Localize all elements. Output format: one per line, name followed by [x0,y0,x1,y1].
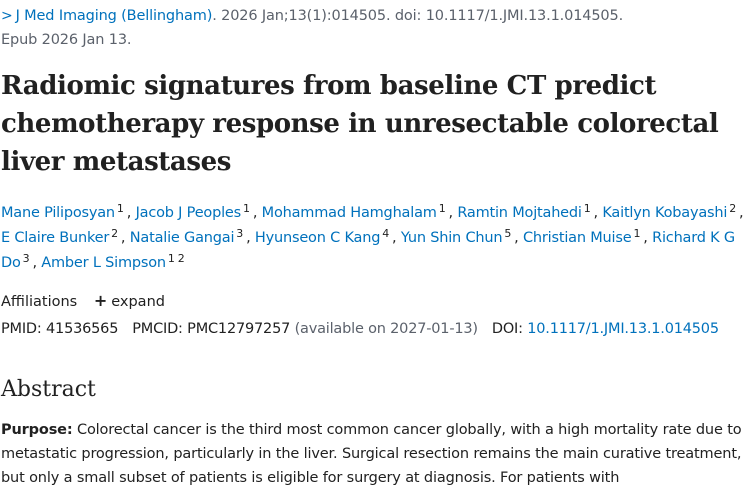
affiliation-ref[interactable]: 1 [167,252,175,265]
author-link[interactable]: Hyunseon C Kang [254,230,381,246]
author-link[interactable]: Christian Muise [522,230,632,246]
affiliation-ref[interactable]: 1 [438,202,446,215]
affiliations-label: Affiliations [1,294,78,310]
author-affiliation-refs: 4 [382,227,392,240]
purpose-text: Colorectal cancer is the third most comm… [1,422,742,486]
affiliation-ref[interactable]: 3 [236,227,244,240]
affiliation-ref[interactable]: 2 [177,252,185,265]
affiliations-row: Affiliations + expand [1,290,165,313]
affiliation-ref[interactable]: 2 [729,202,737,215]
author-item: E Claire Bunker 2, [1,227,130,246]
article-title: Radiomic signatures from baseline CT pre… [1,71,719,177]
plus-icon: + [93,291,108,310]
author-item: Richard K G Do 3, [1,230,735,271]
pmc-availability: (available on 2027-01-13) [294,321,479,337]
author-affiliation-refs: 1 [243,202,253,215]
author-affiliation-refs: 2 [111,227,121,240]
author-affiliation-refs: 3 [236,227,246,240]
abstract-paragraph: Purpose: Colorectal cancer is the third … [1,418,746,490]
author-affiliation-refs: 3 [23,252,33,265]
author-link[interactable]: Yun Shin Chun [400,230,503,246]
affiliation-ref[interactable]: 1 [633,227,641,240]
abstract-heading: Abstract [1,377,96,402]
chevron-right-icon[interactable]: > [1,8,13,24]
doi-label: DOI: [491,321,523,337]
author-item: Mohammad Hamghalam 1, [261,202,458,221]
author-link[interactable]: Mohammad Hamghalam [261,205,437,221]
author-affiliation-refs: 1 [633,227,643,240]
affiliation-ref[interactable]: 4 [382,227,390,240]
author-item: Christian Muise 1, [522,227,653,246]
author-link[interactable]: Mane Piliposyan [1,205,115,221]
author-item: Jacob J Peoples 1, [135,202,262,221]
author-affiliation-refs: 1 [584,202,594,215]
citation-details: . 2026 Jan;13(1):014505. doi: 10.1117/1.… [212,8,624,24]
epub-date: Epub 2026 Jan 13. [1,32,132,48]
author-link[interactable]: Ramtin Mojtahedi [457,205,582,221]
journal-link[interactable]: J Med Imaging (Bellingham) [15,8,213,24]
author-affiliation-refs: 2 [729,202,739,215]
purpose-label: Purpose: [1,422,73,438]
author-link[interactable]: Amber L Simpson [41,255,166,271]
author-item: Yun Shin Chun 5, [400,227,523,246]
author-link[interactable]: Kaitlyn Kobayashi [602,205,728,221]
affiliation-ref[interactable]: 2 [111,227,118,240]
affiliation-ref[interactable]: 1 [116,202,124,215]
author-list: Mane Piliposyan 1, Jacob J Peoples 1, Moha… [1,201,746,276]
author-item: Mane Piliposyan 1, [1,202,136,221]
affiliation-ref[interactable]: 3 [22,252,30,265]
author-affiliation-refs: 5 [504,227,514,240]
author-item: Natalie Gangai 3, [129,227,255,246]
author-link[interactable]: E Claire Bunker [1,230,110,246]
identifiers-row: PMID: 41536565 PMCID: PMC12797257 (availa… [1,318,719,340]
author-affiliation-refs: 1 [439,202,449,215]
affiliation-ref[interactable]: 1 [243,202,250,215]
pmid-label: PMID: [1,321,42,337]
pmcid-value: PMC12797257 [187,321,291,337]
pmid-value: 41536565 [46,321,119,337]
citation-line: > J Med Imaging (Bellingham). 2026 Jan;13… [1,4,623,52]
author-item: Hyunseon C Kang 4, [254,227,401,246]
affiliation-ref[interactable]: 1 [583,202,591,215]
author-item: Amber L Simpson 1 2 [41,252,188,271]
author-item: Ramtin Mojtahedi 1, [457,202,603,221]
author-link[interactable]: Richard K G Do [1,230,735,271]
affiliation-ref[interactable]: 5 [504,227,512,240]
author-link[interactable]: Jacob J Peoples [135,205,242,221]
pmcid-label: PMCID: [132,321,183,337]
author-affiliation-refs: 1 [117,202,127,215]
expand-label: expand [111,294,165,310]
author-link[interactable]: Natalie Gangai [129,230,235,246]
author-item: Kaitlyn Kobayashi 2, [602,202,744,221]
affiliations-expand-button[interactable]: + expand [93,291,165,310]
doi-link[interactable]: 10.1117/1.JMI.13.1.014505 [527,321,719,337]
